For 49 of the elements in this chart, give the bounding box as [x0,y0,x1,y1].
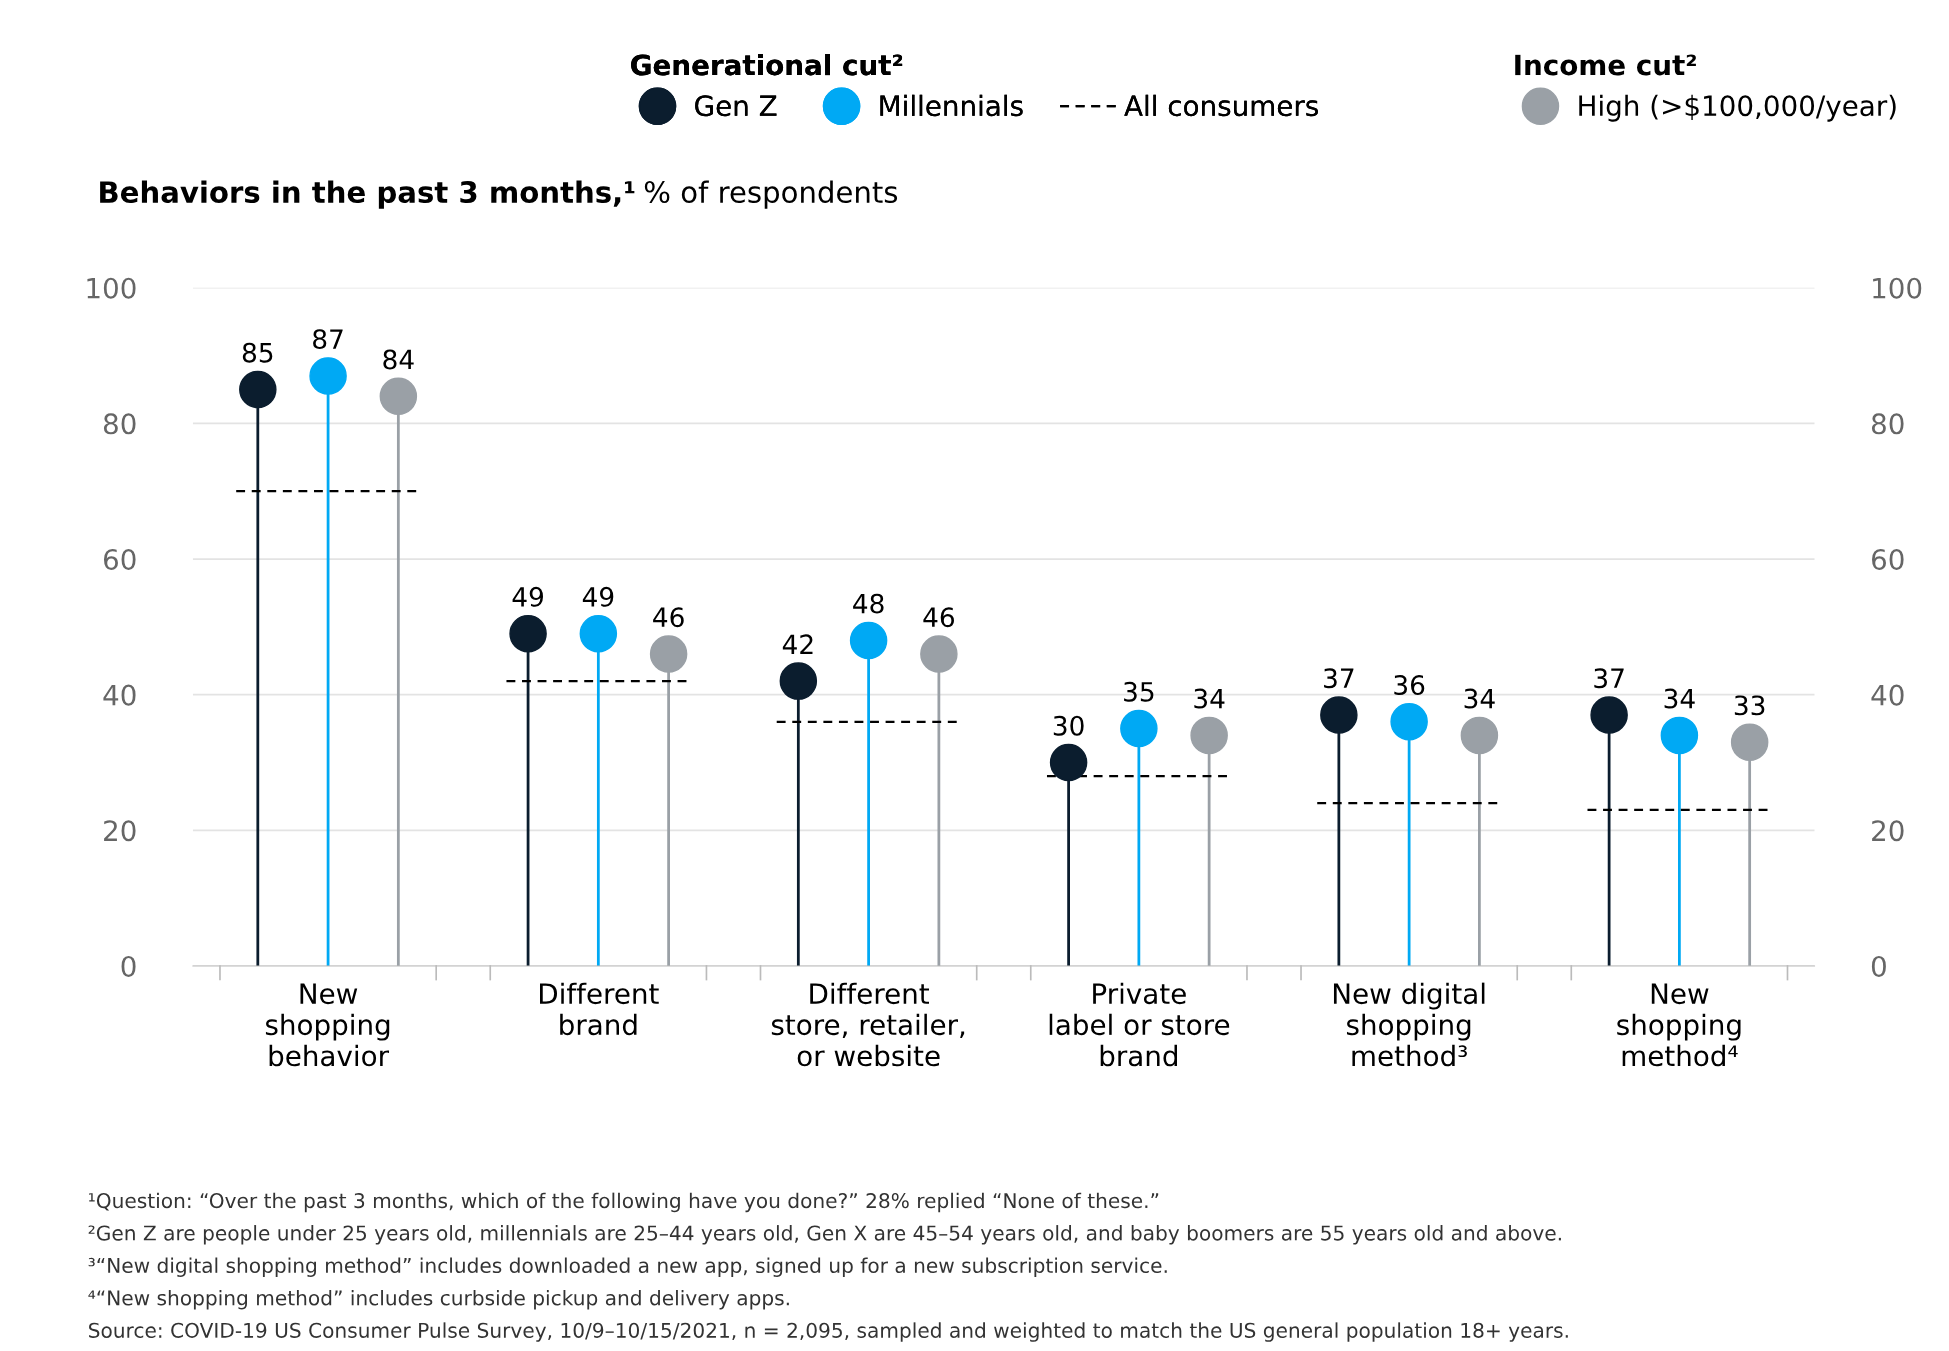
data-label: 49 [582,586,614,607]
text: ¹Question: “Over the past 3 months, which of the following have you done?” 28% replied “None of these.” [89,1192,1159,1213]
y2-tick-label: 60 [1872,548,1904,570]
data-label: 36 [1394,675,1425,695]
text: ²Gen Z are people under 25 years old, millennials are 25–44 years old, Gen X are 45–54 years old, and baby boomers are 55 years old and above. [88,1225,1561,1245]
legend-label: Millennials [880,94,1023,117]
legend-label: High (>$100,000/year) [1579,94,1896,122]
data-label: 85 [242,342,273,363]
x-tick-label: Different brand [540,982,659,1036]
y2-tick-label: 100 [1873,277,1922,299]
y-tick-label: 100 [87,277,136,299]
data-label: 34 [1194,688,1225,709]
y-tick-label: 40 [103,684,136,706]
data-label: 87 [313,329,343,350]
data-label: 46 [653,607,684,628]
data-label: 33 [1734,695,1765,716]
legend-label: All consumers [1124,94,1318,117]
y-tick-label: 60 [103,548,136,570]
x-tick-label: New shopping behavior [265,983,390,1067]
y-tick-label: 20 [104,820,136,842]
x-tick-label: New shopping method⁴ [1617,983,1741,1067]
source-note: Source: COVID-19 US Consumer Pulse Survey, 10/9–10/15/2021, n = 2,095, sampled and weighted to match the US general population 18+ years. [89,1322,1568,1342]
data-label: 46 [923,607,954,628]
data-label: 35 [1124,681,1154,702]
data-label: 49 [512,586,544,607]
data-label: 84 [383,349,414,370]
data-label: 30 [1053,715,1084,736]
data-label: 37 [1594,668,1624,689]
x-tick-label: New digital shopping method³ [1333,982,1485,1067]
legend-title: Generational cut² [631,53,903,76]
data-label: 37 [1324,668,1354,689]
x-tick-label: Different store, retailer, or website [771,982,965,1067]
data-label: 42 [782,634,813,654]
y2-tick-label: 0 [1871,955,1886,977]
text: ³“New digital shopping method” includes downloaded a new app, signed up for a new subscription service. [88,1257,1167,1277]
data-label: 34 [1664,688,1695,709]
y2-tick-label: 80 [1871,413,1904,435]
x-tick-label: Private label or store brand [1049,982,1230,1067]
y-tick-label: 80 [103,413,136,435]
y-tick-label: 0 [121,955,136,977]
y2-tick-label: 20 [1872,820,1904,842]
data-label: 48 [853,593,884,614]
data-label: 34 [1464,688,1495,709]
legend-label: Gen Z [695,95,777,117]
chart-title: Behaviors in the past 3 months,¹ [100,180,635,209]
text: Income cut² [1515,54,1696,76]
text: ⁴“New shopping method” includes curbside pickup and delivery apps. [88,1289,789,1310]
y2-tick-label: 40 [1871,684,1904,706]
chart-subtitle: % of respondents [644,180,898,209]
